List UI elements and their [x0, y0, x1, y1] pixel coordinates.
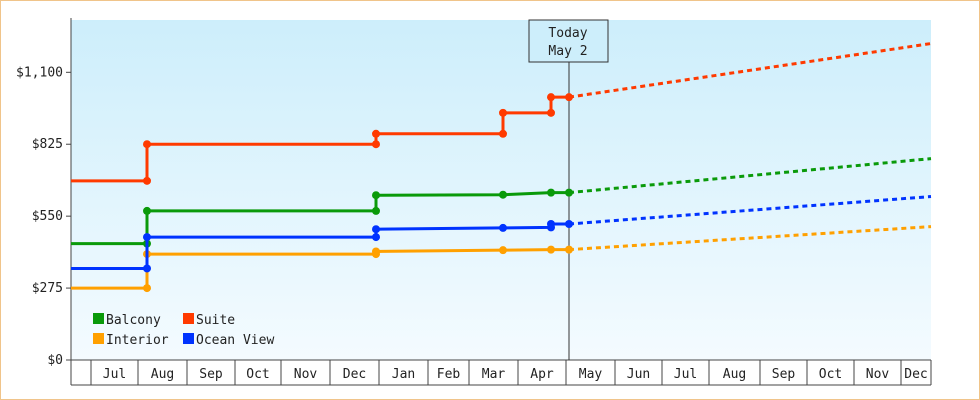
x-tick-label: Sep [199, 367, 223, 382]
data-point [547, 93, 555, 102]
series-suite [71, 42, 932, 185]
x-tick-label: Aug [151, 367, 174, 382]
data-point [372, 233, 380, 242]
series-layer [71, 42, 932, 293]
x-tick-label: Oct [246, 367, 269, 382]
y-tick-label: $0 [47, 353, 63, 368]
y-axis: $0 $275 $550 $825 $1,100 [16, 18, 72, 385]
legend-swatch-suite [183, 313, 194, 324]
data-point [499, 190, 507, 199]
data-point [143, 140, 151, 149]
x-tick-label: Apr [530, 367, 554, 382]
series-interior [71, 225, 932, 293]
y-tick-label: $1,100 [16, 65, 63, 80]
legend-swatch-interior [93, 333, 104, 344]
data-point [143, 284, 151, 293]
data-point [499, 246, 507, 255]
data-point [143, 264, 151, 273]
series-ocean-view [71, 195, 932, 273]
data-point [372, 140, 380, 149]
x-tick-label: Jul [674, 367, 697, 382]
y-tick-label: $275 [32, 281, 63, 296]
data-point [547, 220, 555, 228]
legend-label-ocean-view: Ocean View [196, 333, 274, 348]
data-point [499, 108, 507, 117]
data-point [547, 188, 555, 197]
legend: Balcony Suite Interior Ocean View [93, 313, 274, 348]
data-point [143, 206, 151, 215]
legend-label-balcony: Balcony [106, 313, 161, 328]
today-label-box [528, 19, 609, 63]
x-tick-label: Jan [392, 367, 415, 382]
projection-line-ocean-view [568, 195, 932, 226]
data-point [372, 206, 380, 215]
data-point [143, 176, 151, 185]
y-tick-label: $825 [32, 137, 63, 152]
projection-line-balcony [568, 157, 932, 195]
x-tick-label: Feb [437, 367, 461, 382]
data-point [547, 245, 555, 254]
x-tick-label: Aug [723, 367, 746, 382]
data-point [143, 233, 151, 242]
legend-label-suite: Suite [196, 313, 235, 328]
projection-line-suite [568, 42, 932, 99]
data-point [372, 247, 380, 256]
data-point [499, 223, 507, 232]
x-tick-label: Nov [866, 367, 890, 382]
x-axis: Jul Aug Sep Oct Nov Dec Jan Feb Mar Apr May Jun Jul A… [71, 359, 932, 386]
today-label: Today [548, 26, 587, 41]
legend-swatch-balcony [93, 313, 104, 324]
data-point [499, 129, 507, 138]
data-point [372, 129, 380, 138]
projection-line-interior [568, 225, 932, 252]
x-tick-label: Oct [819, 367, 842, 382]
today-date: May 2 [548, 44, 587, 59]
data-point [547, 108, 555, 117]
legend-label-interior: Interior [106, 333, 169, 348]
series-line-suite [71, 95, 569, 183]
x-tick-label: Jun [627, 367, 650, 382]
x-tick-label: May [579, 367, 603, 382]
x-tick-label: Sep [772, 367, 796, 382]
plot-area [71, 20, 931, 360]
data-point [372, 191, 380, 200]
x-tick-label: Nov [294, 367, 318, 382]
legend-swatch-ocean-view [183, 333, 194, 344]
x-tick-label: Dec [904, 367, 927, 382]
x-tick-label: Jul [103, 367, 126, 382]
today-marker: Today May 2 [528, 19, 609, 360]
y-tick-label: $550 [32, 209, 63, 224]
data-point [372, 225, 380, 234]
x-tick-label: Dec [343, 367, 366, 382]
x-tick-label: Mar [482, 367, 506, 382]
